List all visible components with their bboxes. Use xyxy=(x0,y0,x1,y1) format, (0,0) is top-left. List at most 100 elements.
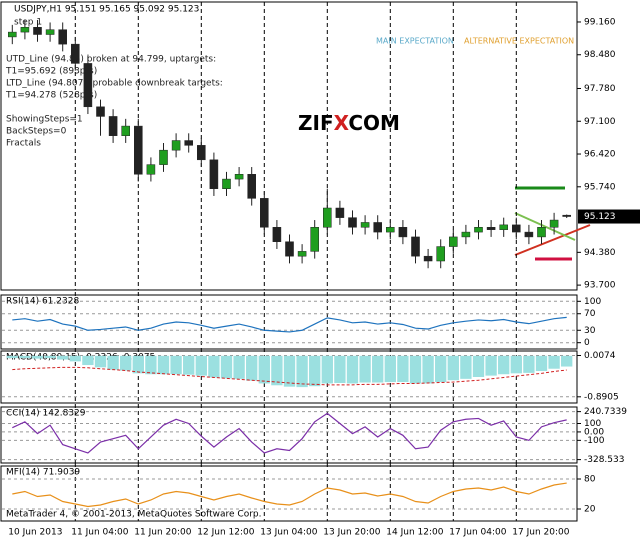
y-tick-label: 0 xyxy=(584,338,590,348)
y-tick-label: 95.740 xyxy=(584,182,616,192)
candle-body xyxy=(222,178,231,189)
candle-body xyxy=(272,227,282,242)
x-tick-label: 11 Jun 04:00 xyxy=(71,528,128,538)
candle-body xyxy=(524,231,534,238)
alternative-expectation: ALTERNATIVE EXPECTATION xyxy=(464,37,574,46)
overlay-line: T1=95.692 (893pts) xyxy=(5,67,97,77)
candle-body xyxy=(33,27,42,35)
macd-bar xyxy=(82,355,94,366)
candle-body xyxy=(197,145,206,161)
y-tick-label: -328.533 xyxy=(584,455,624,465)
y-tick-label: -0.8905 xyxy=(584,392,619,402)
candle-body xyxy=(285,241,294,257)
panel-title: CCI(14) 142.8329 xyxy=(6,409,86,419)
overlay-line: BackSteps=0 xyxy=(6,127,67,137)
y-tick-label: 97.100 xyxy=(584,117,616,127)
x-tick-label: 10 Jun 2013 xyxy=(8,528,62,538)
y-tick-label: 97.780 xyxy=(584,84,616,94)
candle-body xyxy=(335,207,345,218)
macd-bar xyxy=(346,355,359,384)
candle-body xyxy=(449,236,458,247)
macd-bar xyxy=(132,355,144,374)
candle-body xyxy=(108,116,118,136)
candle-body xyxy=(499,224,508,230)
macd-bar xyxy=(321,355,333,384)
x-tick-label: 13 Jun 20:00 xyxy=(323,528,380,538)
signal-line xyxy=(12,366,567,386)
x-tick-label: 12 Jun 12:00 xyxy=(197,528,254,538)
rsi-frame xyxy=(0,294,578,350)
x-tick-label: 13 Jun 04:00 xyxy=(260,528,317,538)
macd-bar xyxy=(145,355,157,375)
main-frame xyxy=(0,1,578,291)
candle-body xyxy=(20,27,30,33)
candle-body xyxy=(184,140,193,146)
macd-bar xyxy=(334,355,346,383)
candle-body xyxy=(549,219,559,228)
trend-line xyxy=(514,212,576,241)
price-label-bg xyxy=(578,209,640,224)
y-tick-label: 99.160 xyxy=(584,17,616,27)
macd-bar xyxy=(397,355,409,383)
candle-body xyxy=(71,43,80,64)
macd-bar xyxy=(535,355,548,372)
logo: ZIFXCOM xyxy=(298,111,400,135)
macd-bar xyxy=(523,355,535,373)
overlay-line: step 1 xyxy=(14,18,42,28)
x-tick-label: 17 Jun 20:00 xyxy=(512,528,569,538)
indicator-line xyxy=(12,316,567,333)
macd-bar xyxy=(258,355,270,384)
macd-bar xyxy=(561,355,573,367)
candle-body xyxy=(474,227,483,233)
macd-bar xyxy=(246,355,258,381)
chart-title: USDJPY,H1 95.151 95.165 95.092 95.123 xyxy=(14,5,199,15)
y-tick-label: -100 xyxy=(584,436,605,446)
macd-bar xyxy=(107,355,119,370)
candle-body xyxy=(486,227,496,230)
candle-body xyxy=(234,174,244,180)
candle-body xyxy=(360,222,370,228)
indicator-line xyxy=(12,482,567,508)
candle-body xyxy=(310,227,319,252)
macd-bar xyxy=(498,355,510,375)
y-tick-label: 80 xyxy=(584,475,596,485)
macd-bar xyxy=(485,355,497,376)
candle-body xyxy=(96,106,105,117)
macd-bar xyxy=(183,355,195,375)
macd-bar xyxy=(372,355,384,383)
candle-body xyxy=(8,31,17,38)
macd-bar xyxy=(510,355,522,374)
macd-bar xyxy=(157,355,170,375)
candle-body xyxy=(461,231,471,238)
candle-body xyxy=(348,217,357,228)
y-tick-label: 0.0074 xyxy=(584,351,616,361)
candle-body xyxy=(146,164,156,175)
y-tick-label: 0.00 xyxy=(584,427,604,437)
macd-bar xyxy=(220,355,233,379)
candle-body xyxy=(386,227,395,233)
overlay-line: UTD_Line (94.85) broken at 94.799, uptar… xyxy=(6,55,216,65)
main-expectation: MAIN EXPECTATION xyxy=(376,37,454,46)
trend-line xyxy=(514,224,591,256)
candle-body xyxy=(411,236,420,257)
macd-bar xyxy=(94,355,107,368)
overlay-line: T1=94.278 (528pts) xyxy=(5,91,97,101)
candle-body xyxy=(83,63,93,108)
candle-body xyxy=(562,214,571,217)
y-tick-label: 93.700 xyxy=(584,281,616,291)
candle-body xyxy=(436,246,445,262)
candle-body xyxy=(297,251,307,257)
candle-body xyxy=(209,159,219,189)
mfi-frame xyxy=(0,465,578,522)
y-tick-label: 20 xyxy=(584,505,596,515)
macd-bar xyxy=(435,355,447,383)
macd-bar xyxy=(170,355,182,375)
candle-body xyxy=(121,125,130,136)
x-tick-label: 11 Jun 20:00 xyxy=(134,528,191,538)
macd-bar xyxy=(447,355,459,381)
macd-bar xyxy=(57,355,69,360)
panel-title: RSI(14) 61.2328 xyxy=(6,297,79,307)
candle-body xyxy=(247,174,256,199)
macd-bar xyxy=(44,355,56,359)
